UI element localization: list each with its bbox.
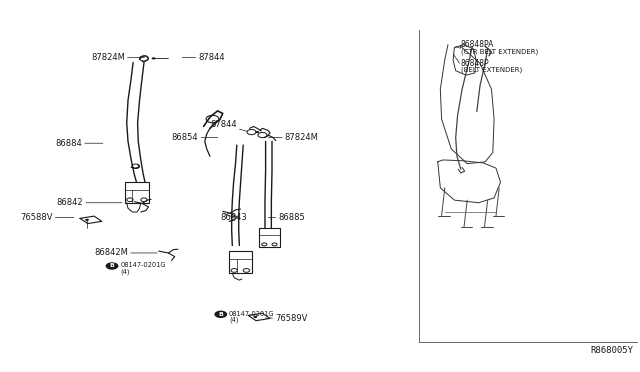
FancyBboxPatch shape — [229, 251, 252, 273]
Text: 76589V: 76589V — [265, 314, 308, 323]
Text: 86842: 86842 — [56, 198, 122, 207]
Text: 86885: 86885 — [268, 213, 305, 222]
Text: (4): (4) — [229, 317, 239, 323]
Text: 87824M: 87824M — [268, 133, 319, 142]
Text: 87844: 87844 — [182, 53, 225, 62]
Text: (BELT EXTENDER): (BELT EXTENDER) — [461, 67, 522, 73]
Text: 87844: 87844 — [210, 120, 247, 131]
FancyBboxPatch shape — [125, 182, 149, 203]
Circle shape — [106, 262, 118, 270]
Text: 87824M: 87824M — [91, 53, 145, 62]
Text: 86854: 86854 — [172, 133, 218, 142]
Circle shape — [253, 316, 257, 318]
FancyBboxPatch shape — [259, 228, 280, 247]
Text: 86848PA: 86848PA — [461, 40, 494, 49]
Circle shape — [255, 131, 259, 133]
Text: 86843: 86843 — [221, 213, 248, 222]
Circle shape — [214, 311, 227, 318]
Text: R868005Y: R868005Y — [591, 346, 634, 355]
Text: B: B — [109, 263, 115, 269]
Text: 86848P: 86848P — [461, 59, 490, 68]
Text: B: B — [218, 312, 223, 317]
Text: 86884: 86884 — [55, 139, 103, 148]
Circle shape — [152, 57, 156, 60]
Text: 08147-0201G: 08147-0201G — [229, 311, 275, 317]
Text: 76588V: 76588V — [20, 213, 74, 222]
Text: (4): (4) — [120, 268, 130, 275]
Text: (CTR BELT EXTENDER): (CTR BELT EXTENDER) — [461, 48, 538, 55]
Text: 08147-0201G: 08147-0201G — [120, 262, 166, 268]
Text: 86842M: 86842M — [94, 248, 157, 257]
Circle shape — [85, 219, 89, 221]
